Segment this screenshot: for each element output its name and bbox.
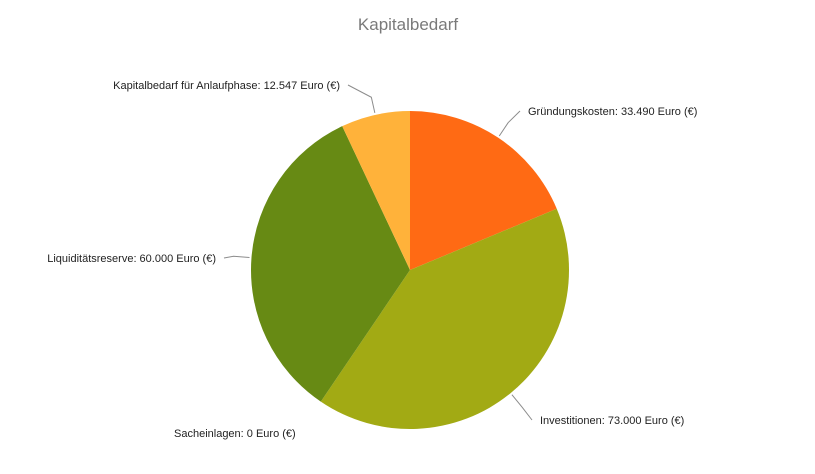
slices-layer xyxy=(251,111,570,430)
chart-title: Kapitalbedarf xyxy=(358,15,458,34)
slice-investitionen xyxy=(320,208,570,430)
slice-gruendungskosten xyxy=(410,111,557,270)
leader-line-investitionen xyxy=(511,394,533,421)
slice-label-investitionen: Investitionen: 73.000 Euro (€) xyxy=(540,415,684,427)
leader-line-gruendungskosten xyxy=(498,110,521,137)
slice-label-gruendungskosten: Gründungskosten: 33.490 Euro (€) xyxy=(528,106,697,118)
slice-kapitalbedarf-anlaufphase xyxy=(342,111,410,270)
leader-line-kapitalbedarf-anlaufphase xyxy=(347,84,376,113)
slice-label-liquiditaetsreserve: Liquiditätsreserve: 60.000 Euro (€) xyxy=(47,253,216,265)
slice-liquiditaetsreserve xyxy=(251,126,410,402)
leader-lines-layer xyxy=(223,84,533,421)
leader-line-liquiditaetsreserve xyxy=(223,255,250,259)
slice-label-sacheinlagen: Sacheinlagen: 0 Euro (€) xyxy=(174,428,296,440)
slice-labels-layer: Gründungskosten: 33.490 Euro (€) Investi… xyxy=(47,80,697,440)
slice-label-kapitalbedarf-anlaufphase: Kapitalbedarf für Anlaufphase: 12.547 Eu… xyxy=(113,80,340,92)
